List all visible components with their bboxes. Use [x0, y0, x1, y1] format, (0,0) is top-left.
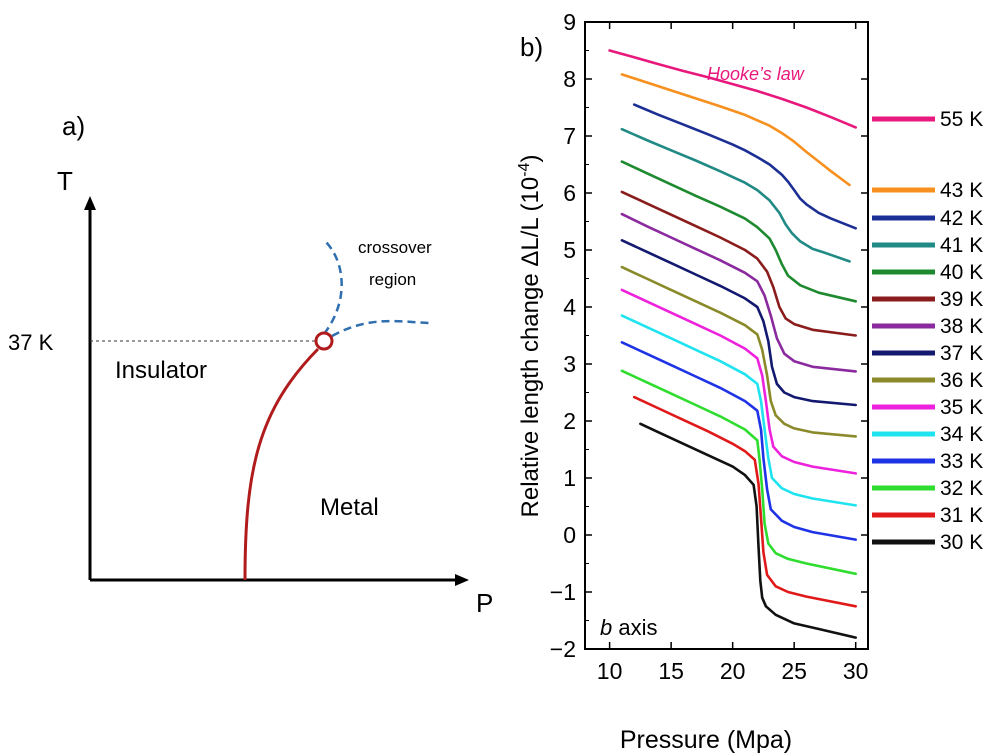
crossover-label-line2: region	[369, 270, 416, 289]
legend-label: 40 K	[940, 261, 983, 284]
series-line-33k	[620, 341, 857, 541]
critical-point-marker	[314, 331, 334, 351]
panel-b-label: b)	[520, 32, 543, 62]
t-axis-arrow	[84, 196, 96, 210]
x-tick-label: 15	[658, 658, 684, 684]
y-axis-title-main: Relative length change ΔL/L (10	[517, 177, 544, 518]
series-line-38k	[620, 212, 857, 373]
y-tick-label: 3	[563, 351, 576, 377]
series-line-30k	[639, 422, 857, 639]
series-line-36k	[620, 265, 857, 438]
hookes-law-annotation: Hooke’s law	[707, 64, 805, 84]
legend-label: 30 K	[940, 531, 983, 554]
crossover-line-upper	[323, 239, 343, 335]
plot-series-group	[608, 49, 857, 639]
panel-b: b) −2 −1 0 1 2 3 4 5 6 7 8 9 10 15 20 25 30 Pressure (M…	[516, 9, 983, 753]
series-line-34k	[620, 314, 857, 507]
p-axis-label: P	[476, 588, 493, 618]
series-line-35k	[620, 288, 857, 475]
legend-label: 43 K	[940, 179, 983, 202]
crossover-line-lower	[331, 319, 431, 338]
y-tick-label: 1	[563, 465, 576, 491]
series-line-31k	[632, 395, 857, 608]
legend-label: 36 K	[940, 369, 983, 392]
y-axis-title-end: )	[517, 155, 544, 163]
series-line-41k	[620, 127, 851, 263]
y-tick-label: −1	[550, 579, 576, 605]
series-line-37k	[620, 239, 857, 407]
series-line-32k	[620, 369, 857, 576]
series-line-55k	[608, 49, 857, 129]
b-axis-annotation-rest: axis	[612, 615, 657, 640]
legend-label: 42 K	[940, 207, 983, 230]
legend-label: 35 K	[940, 396, 983, 419]
p-axis-arrow	[455, 574, 469, 586]
x-tick-label: 20	[720, 658, 746, 684]
b-axis-annotation-italic: b	[600, 615, 612, 640]
legend-label: 33 K	[940, 450, 983, 473]
legend: 55 K 43 K 42 K 41 K 40 K 39 K 38 K 37 K 36 K 35 K…	[872, 108, 983, 554]
series-line-42k	[632, 103, 857, 230]
x-tick-label: 30	[843, 658, 869, 684]
x-tick-label: 25	[781, 658, 807, 684]
y-tick-label: 5	[563, 237, 576, 263]
series-line-39k	[620, 190, 857, 337]
y-ticks: −2 −1 0 1 2 3 4 5 6 7 8 9	[550, 9, 868, 662]
metal-label: Metal	[320, 494, 379, 521]
panel-a-label: a)	[62, 111, 85, 141]
transition-temperature-label: 37 K	[8, 330, 54, 355]
y-tick-label: 9	[563, 9, 576, 35]
y-tick-label: 2	[563, 408, 576, 434]
legend-label: 41 K	[940, 234, 983, 257]
crossover-label-line1: crossover	[358, 238, 432, 257]
t-axis-label: T	[57, 166, 73, 196]
b-axis-annotation: b axis	[600, 615, 658, 640]
y-tick-label: −2	[550, 636, 576, 662]
series-line-40k	[620, 160, 857, 303]
legend-label: 32 K	[940, 477, 983, 500]
legend-label: 38 K	[940, 315, 983, 338]
x-axis-title: Pressure (Mpa)	[620, 726, 792, 753]
y-tick-label: 7	[563, 123, 576, 149]
y-tick-label: 0	[563, 522, 576, 548]
insulator-label: Insulator	[115, 357, 207, 384]
first-order-transition-line	[243, 347, 320, 581]
legend-label: 55 K	[940, 108, 983, 131]
y-tick-label: 4	[563, 294, 576, 320]
x-tick-label: 10	[597, 658, 623, 684]
series-line-43k	[620, 73, 851, 187]
y-axis-title-superscript: -4	[516, 162, 533, 176]
legend-label: 37 K	[940, 342, 983, 365]
y-tick-label: 6	[563, 180, 576, 206]
y-axis-title: Relative length change ΔL/L (10-4)	[516, 155, 544, 518]
panel-a: a) T P 37 K Insulator Metal crossover re…	[8, 111, 493, 618]
legend-label: 34 K	[940, 423, 983, 446]
legend-label: 39 K	[940, 288, 983, 311]
legend-label: 31 K	[940, 504, 983, 527]
x-ticks: 10 15 20 25 30	[597, 22, 869, 684]
y-tick-label: 8	[563, 66, 576, 92]
